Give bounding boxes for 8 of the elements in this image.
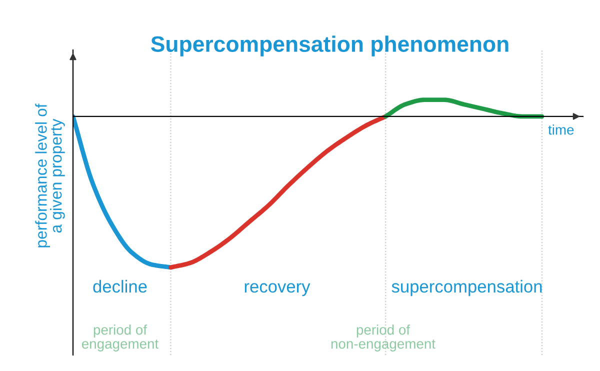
x-axis-title: time [548, 124, 574, 135]
text: decline [93, 280, 147, 293]
chart-title: Supercompensation phenomenon [151, 36, 508, 56]
text: supercompensation [392, 280, 542, 296]
text: period of non-engagement [331, 324, 436, 352]
text: period of engagement [82, 324, 159, 352]
y-axis-title: performance level of a given property [35, 104, 65, 248]
text: recovery [244, 283, 310, 296]
